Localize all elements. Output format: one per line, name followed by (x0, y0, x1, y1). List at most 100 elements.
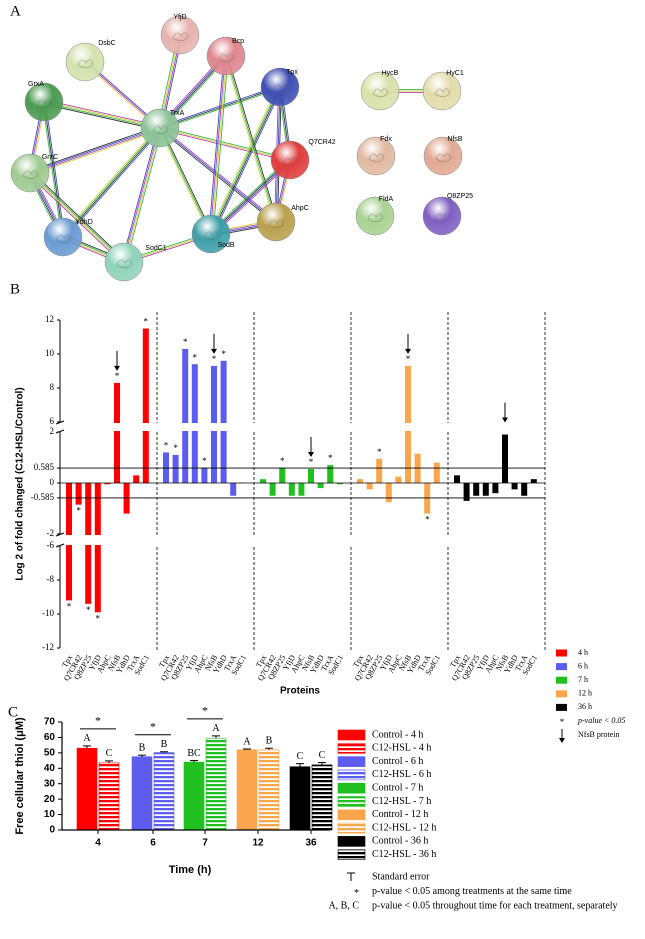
edge (224, 56, 276, 223)
group-letter: C (297, 751, 304, 762)
edge (159, 127, 212, 235)
bar (492, 483, 499, 494)
bar (433, 462, 440, 483)
node-label: AhpC (291, 205, 309, 212)
y-tick-label: 70 (44, 717, 56, 728)
significance-marker: * (76, 506, 81, 516)
edge (44, 101, 65, 237)
node (360, 71, 400, 111)
legend-label: p-value < 0.05 throughout time for each … (372, 900, 618, 911)
edge (121, 127, 159, 262)
significance-marker: * (309, 457, 314, 467)
bar (385, 483, 392, 503)
y-tick-label: -6 (47, 540, 55, 550)
network: YfjD DsbC Bcp Tpx GrxA TrxA Q7CR42 GrxC AhpC YdhD… (10, 14, 473, 282)
node-label: YfjD (173, 14, 186, 21)
node (104, 242, 144, 282)
group-letter: A (83, 733, 91, 744)
legend-swatch (556, 703, 567, 711)
node-icon (268, 219, 285, 229)
significance-marker: * (377, 447, 382, 457)
bar (530, 479, 537, 483)
group-letter: A (243, 736, 251, 747)
edge (212, 56, 229, 235)
y-tick-label: 60 (44, 732, 56, 743)
node (65, 42, 105, 82)
node-label: FldA (379, 196, 394, 203)
significance-marker: * (202, 704, 208, 718)
legend-label: 12 h (578, 689, 592, 698)
significance-marker: * (115, 371, 120, 381)
node (260, 67, 300, 107)
legend-label: 6 h (578, 661, 588, 670)
legend-label: C12-HSL - 36 h (372, 849, 436, 860)
legend-swatch (337, 782, 366, 794)
y-tick-label: -10 (42, 608, 54, 618)
bar (220, 360, 227, 483)
legend-label: C12-HSL - 7 h (372, 796, 431, 807)
edge (209, 86, 280, 234)
edge (30, 129, 161, 176)
node-icon (434, 88, 451, 98)
x-tick-label: 4 (95, 838, 101, 849)
edge (209, 55, 226, 234)
legend-swatch (556, 649, 567, 657)
node (422, 71, 462, 111)
node-label: Fdx (380, 136, 392, 143)
significance-marker: * (280, 456, 285, 466)
legend-label: C12-HSL - 4 h (372, 743, 431, 754)
legend-symbol: * (354, 888, 359, 899)
y-tick-label: 10 (45, 348, 55, 358)
bar (98, 762, 120, 831)
legend-label: 4 h (578, 648, 588, 657)
significance-marker: * (95, 714, 101, 728)
edge (44, 100, 161, 128)
edge (30, 172, 125, 262)
bar (142, 328, 149, 483)
bar (236, 749, 258, 831)
node-label: YdhD (75, 219, 93, 226)
bar (269, 483, 276, 496)
bar (205, 737, 227, 831)
edge (159, 127, 291, 161)
node (356, 136, 396, 176)
panel-label: B (10, 281, 20, 297)
node-icon (116, 259, 133, 269)
edge (43, 103, 160, 131)
y-tick-label: 10 (44, 809, 56, 820)
bar (131, 756, 153, 831)
bar (521, 483, 528, 496)
y-tick-label: 6 (50, 416, 55, 426)
x-tick-label: 12 (252, 838, 264, 849)
y-tick-label: 0.585 (34, 462, 55, 472)
legend-swatch (556, 676, 567, 684)
legend-label: p-value < 0.05 among treatments at the s… (372, 886, 572, 897)
bar (76, 747, 98, 831)
significance-marker: * (96, 613, 101, 623)
significance-marker: * (183, 337, 188, 347)
significance-marker: * (221, 349, 226, 359)
significance-marker: * (212, 354, 217, 364)
node-label: HyC1 (446, 70, 464, 77)
legend-swatch (337, 769, 366, 781)
node-icon (434, 213, 451, 223)
legend-swatch (337, 836, 366, 847)
bar (104, 483, 111, 485)
bar (366, 483, 373, 490)
node-icon (36, 99, 53, 109)
bar (133, 475, 140, 483)
y-tick-label: 0 (49, 825, 55, 836)
node-icon (22, 170, 39, 180)
y-tick-label: -2 (47, 528, 55, 538)
edge (226, 55, 278, 222)
node (206, 36, 246, 76)
y-tick-label: 50 (44, 747, 56, 758)
y-tick-label: 2 (50, 426, 55, 436)
node-label: SodC1 (145, 245, 167, 252)
node-label: Tpx (286, 69, 298, 76)
bar (502, 434, 508, 483)
bar (511, 483, 518, 490)
legend-label: p-value < 0.05 (577, 716, 625, 725)
significance-marker: * (86, 605, 91, 615)
bar (357, 479, 363, 483)
